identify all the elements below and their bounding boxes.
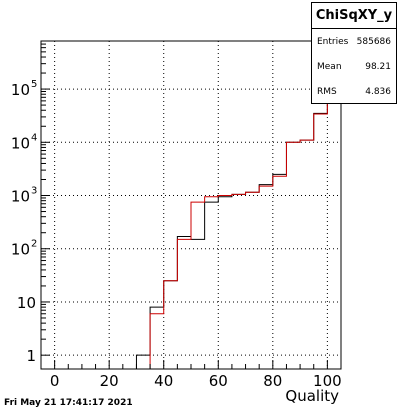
stats-entries-row: Entries 585686 bbox=[312, 29, 396, 54]
y-tick-label: 10 bbox=[17, 294, 36, 312]
y-tick-exponent: 4 bbox=[31, 132, 37, 143]
y-tick-exponent: 3 bbox=[31, 186, 37, 197]
y-tick-exponent: 2 bbox=[31, 239, 37, 250]
y-tick-label: 10 bbox=[11, 241, 30, 259]
x-axis-label: Quality bbox=[285, 387, 339, 405]
grid-lines bbox=[41, 41, 341, 369]
histogram-series-2 bbox=[41, 82, 341, 370]
x-tick-label: 100 bbox=[313, 372, 342, 390]
x-tick-label: 80 bbox=[263, 372, 282, 390]
stats-box: ChiSqXY_y Entries 585686 Mean 98.21 RMS … bbox=[311, 2, 397, 104]
y-tick-label: 10 bbox=[11, 188, 30, 206]
stats-rms-row: RMS 4.836 bbox=[312, 79, 396, 104]
y-tick-exponent: 5 bbox=[31, 79, 37, 90]
stats-title: ChiSqXY_y bbox=[312, 3, 396, 29]
rms-value: 4.836 bbox=[365, 86, 391, 97]
x-tick-label: 60 bbox=[209, 372, 228, 390]
stats-mean-row: Mean 98.21 bbox=[312, 54, 396, 79]
mean-value: 98.21 bbox=[365, 61, 391, 72]
x-tick-label: 40 bbox=[154, 372, 173, 390]
x-axis: 0 20 40 60 80 100 bbox=[50, 360, 342, 390]
y-tick-label: 10 bbox=[11, 134, 30, 152]
y-tick-label: 1 bbox=[26, 347, 36, 365]
y-tick-label: 10 bbox=[11, 81, 30, 99]
histogram-series bbox=[41, 82, 341, 370]
rms-label: RMS bbox=[317, 86, 337, 97]
x-tick-label: 20 bbox=[100, 372, 119, 390]
timestamp: Fri May 21 17:41:17 2021 bbox=[4, 398, 133, 408]
x-tick-label: 0 bbox=[50, 372, 60, 390]
entries-label: Entries bbox=[317, 36, 349, 47]
entries-value: 585686 bbox=[356, 36, 391, 47]
mean-label: Mean bbox=[317, 61, 342, 72]
